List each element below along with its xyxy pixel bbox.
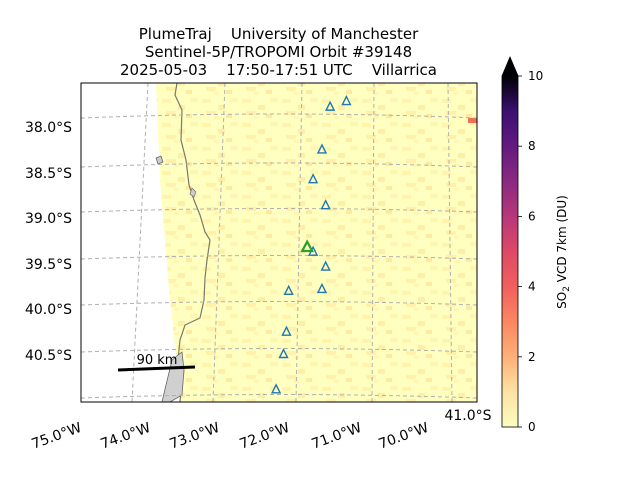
lat-tick-label: 41.0°S: [444, 408, 491, 424]
station-triangle-marker: [281, 325, 292, 336]
map-area: 90 km: [81, 83, 477, 402]
colorbar-tick-label: 8: [528, 139, 536, 153]
colorbar-tick-label: 4: [528, 280, 536, 294]
graticule: [81, 83, 477, 402]
station-triangle-marker: [270, 383, 282, 394]
lake: [189, 187, 197, 198]
scale-bar-label: 90 km: [137, 353, 178, 368]
station-triangle-marker: [320, 199, 331, 210]
lon-tick-label: 71.0°W: [309, 420, 363, 453]
station-triangle-marker: [341, 94, 352, 106]
station-triangle-marker: [316, 282, 328, 294]
colorbar-gradient: [501, 75, 519, 428]
station-triangle-marker: [283, 284, 294, 295]
title-line-1: PlumeTraj University of Manchester: [138, 25, 419, 43]
title-line-2: Sentinel-5P/TROPOMI Orbit #39148: [144, 43, 413, 61]
coastline: [174, 83, 211, 402]
lon-tick-label: 75.0°W: [29, 420, 83, 453]
chiloe-island: [161, 351, 185, 402]
map-border: [80, 82, 478, 403]
colorbar-tick-label: 0: [528, 420, 536, 434]
station-triangle-marker: [307, 173, 319, 184]
station-triangle-marker: [320, 260, 331, 271]
station-triangle-marker: [324, 100, 336, 111]
station-triangle-marker: [316, 143, 328, 154]
lon-tick-label: 74.0°W: [98, 420, 152, 453]
lat-tick-label: 38.0°S: [25, 120, 72, 136]
so2-hotspot: [468, 118, 477, 123]
lat-tick-label: 39.5°S: [25, 257, 72, 273]
lat-tick-label: 38.5°S: [25, 166, 72, 182]
island: [155, 155, 164, 165]
colorbar-tick-label: 2: [528, 350, 536, 364]
lat-tick-label: 39.0°S: [25, 211, 72, 227]
volcano-marker: [300, 239, 315, 253]
lat-tick-label: 40.0°S: [25, 302, 72, 318]
lon-tick-label: 72.0°W: [237, 420, 291, 453]
scale-bar: [117, 365, 196, 372]
title-line-3: 2025-05-03 17:50-17:51 UTC Villarrica: [120, 61, 437, 79]
lon-tick-label: 73.0°W: [167, 420, 221, 453]
colorbar: 0 2 4 6 8 10 SO2 VCD 7km (DU): [501, 55, 572, 434]
lon-tick-label: 70.0°W: [376, 420, 430, 453]
station-triangle-marker: [278, 347, 289, 359]
so2-swath: [156, 83, 477, 402]
colorbar-tick-label: 6: [528, 209, 536, 223]
colorbar-tick-label: 10: [528, 69, 543, 83]
lat-tick-label: 40.5°S: [25, 348, 72, 364]
colorbar-extend-arrow: [501, 55, 519, 77]
colorbar-label: SO2 VCD 7km (DU): [555, 195, 572, 309]
